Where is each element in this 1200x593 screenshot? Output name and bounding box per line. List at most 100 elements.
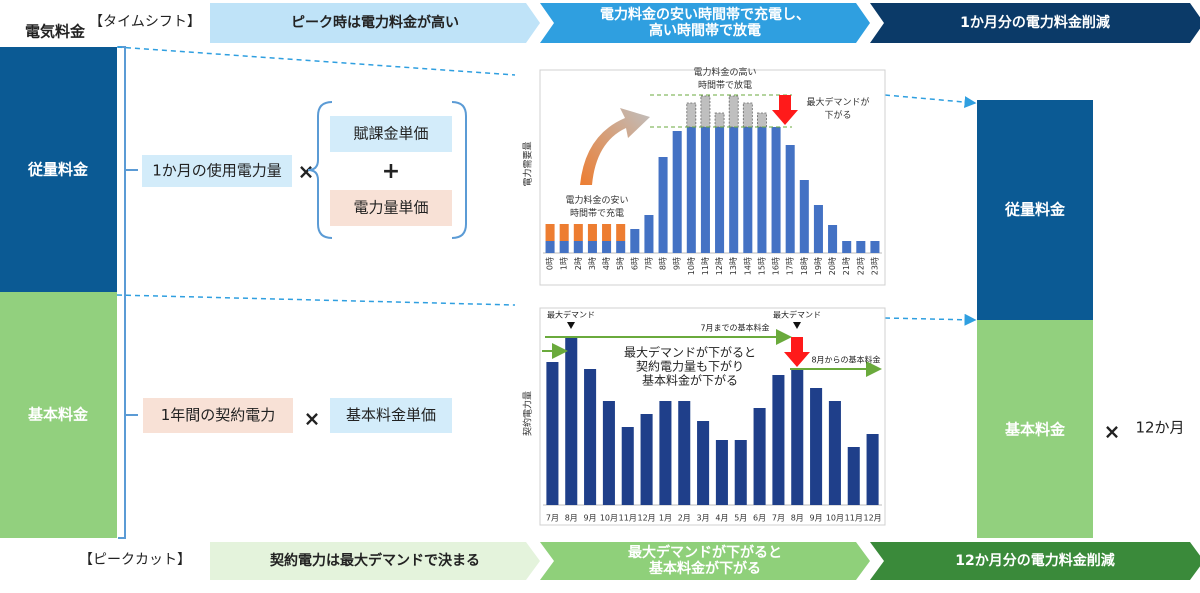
x-tick-label: 12月 (863, 514, 881, 523)
annotation: 電力料金の高い (693, 66, 756, 78)
annotation: 最大デマンドが下がると (624, 345, 756, 360)
bar (587, 241, 597, 253)
bar (621, 427, 634, 505)
section-label: 【ピークカット】 (79, 552, 191, 568)
bar (714, 112, 725, 128)
surcharge-text-box (330, 116, 452, 152)
step-text: ピーク時は電力料金が高い (291, 14, 459, 31)
x-tick-label: 11月 (845, 514, 863, 523)
block-label: 基本料金 (27, 406, 89, 424)
x-tick-label: 7月 (546, 514, 559, 523)
step-text: 12か月分の電力料金削減 (955, 552, 1114, 569)
step-text: 1か月分の電力料金削減 (960, 14, 1110, 31)
x-tick-label: 3月 (697, 514, 710, 523)
annotation: 契約電力量も下がり (636, 359, 744, 374)
y-axis-label: 電力需要量 (522, 141, 534, 186)
operator: × (298, 160, 315, 184)
usage-text-box (142, 155, 292, 187)
bar (659, 401, 672, 505)
x-tick-label: 1月 (659, 514, 672, 523)
step-text: 電力料金の安い時間帯で充電し、 (600, 6, 810, 23)
bar (587, 224, 597, 241)
bar (644, 215, 654, 253)
operator: × (304, 407, 321, 431)
x-tick-label: 15時 (757, 257, 766, 275)
chevron (870, 542, 1200, 580)
x-tick-label: 16時 (772, 257, 781, 275)
bar (546, 362, 559, 505)
x-tick-label: 1時 (560, 257, 569, 270)
marker-triangle (793, 322, 801, 329)
annotation: 基本料金が下がる (642, 373, 738, 388)
bar (771, 127, 781, 253)
x-tick-label: 21時 (842, 257, 851, 275)
annotation: 7月までの基本料金 (700, 323, 769, 333)
bar (772, 375, 785, 505)
usage-block (0, 47, 117, 292)
x-tick-label: 14時 (743, 257, 752, 275)
chart-frame (539, 307, 886, 526)
basic-rate-text: 基本料金単価 (346, 406, 436, 424)
bar (828, 225, 838, 253)
bar (728, 95, 739, 128)
chevron (540, 3, 870, 43)
x-tick-label: 9時 (673, 257, 682, 270)
x-tick-label: 6月 (753, 514, 766, 523)
bar (842, 241, 852, 253)
x-tick-label: 19時 (814, 257, 823, 275)
annotation: 時間帯で充電 (570, 207, 624, 219)
operator: × (1104, 420, 1121, 444)
bar (810, 388, 823, 505)
chevron (870, 3, 1200, 43)
bar (616, 241, 626, 253)
step-text: 契約電力は最大デマンドで決まる (269, 552, 480, 569)
bar (545, 241, 555, 253)
x-tick-label: 11時 (701, 257, 710, 275)
bar (678, 401, 691, 505)
x-tick-label: 7時 (644, 257, 653, 270)
bar (640, 414, 653, 505)
bar (715, 127, 725, 253)
usage-block (977, 100, 1093, 320)
basic-rate-text-box (330, 398, 452, 433)
bar (715, 440, 728, 505)
bar (856, 241, 866, 253)
bar (573, 241, 583, 253)
bar (584, 369, 597, 505)
bar (847, 447, 860, 505)
bar (602, 401, 615, 505)
bar (757, 127, 767, 253)
bar (753, 408, 766, 505)
x-tick-label: 5時 (616, 257, 625, 270)
dashed-connector (116, 46, 516, 76)
x-tick-label: 8月 (791, 514, 804, 523)
bar (658, 157, 668, 253)
step-text: 高い時間帯で放電 (649, 22, 761, 39)
block-label: 基本料金 (1004, 421, 1066, 439)
block-label: 従量料金 (27, 161, 89, 179)
bar (545, 224, 555, 241)
bar (573, 224, 583, 241)
annotation: 8月からの基本料金 (811, 355, 880, 365)
section-label: 【タイムシフト】 (89, 14, 201, 30)
annotation: 最大デマンド (773, 310, 821, 320)
bar (813, 205, 823, 253)
energy-rate-text: 電力量単価 (353, 199, 428, 217)
bar (602, 241, 612, 253)
x-tick-label: 10月 (600, 514, 618, 523)
x-tick-label: 23時 (870, 257, 879, 275)
dashed-connector (884, 313, 977, 326)
x-tick-label: 0時 (546, 257, 555, 270)
marker-triangle (567, 322, 575, 329)
x-tick-label: 9月 (584, 514, 597, 523)
x-tick-label: 6時 (630, 257, 639, 270)
bar (866, 434, 879, 505)
annotation: 最大デマンドが (806, 96, 869, 108)
basic-block (0, 292, 117, 538)
bar (700, 95, 711, 128)
bar (616, 224, 626, 241)
months-text: 12か月 (1135, 419, 1184, 437)
bar (785, 145, 795, 253)
x-tick-label: 2時 (574, 257, 583, 270)
x-tick-label: 8月 (565, 514, 578, 523)
